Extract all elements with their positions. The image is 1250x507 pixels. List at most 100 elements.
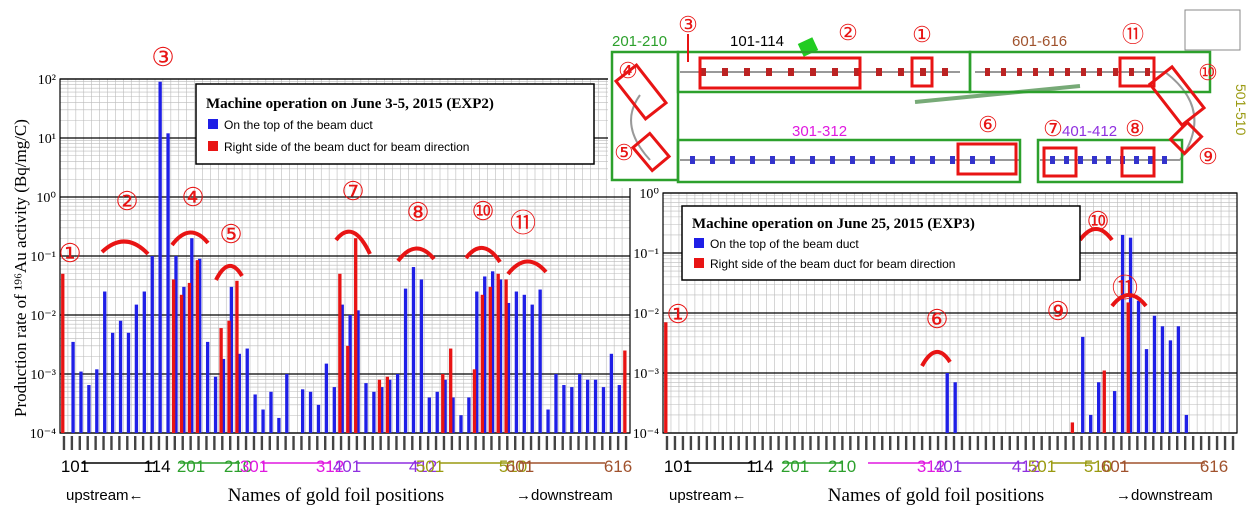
magnet [1148, 156, 1153, 164]
foil-tick-label [70, 436, 74, 450]
annotation-marker: ⑤ [219, 220, 242, 249]
foil-tick-label [721, 436, 724, 450]
foil-tick-label [221, 436, 224, 450]
x-axis-label-left: Names of gold foil positions [228, 485, 444, 506]
magnet [1049, 68, 1054, 76]
bar-top [79, 371, 83, 433]
bar-top [395, 374, 400, 433]
bar-top [110, 332, 115, 433]
bar-top [174, 256, 178, 433]
bar-top [1184, 414, 1189, 433]
foil-tick-label [229, 436, 232, 450]
group-label: 412 [1012, 457, 1040, 476]
bar-top [459, 415, 463, 433]
bar-top [953, 382, 957, 433]
foil-tick-label [952, 436, 956, 450]
magnet [832, 68, 838, 76]
foil-tick-label [213, 436, 216, 450]
bar-top [316, 404, 321, 433]
foil-tick-label [395, 436, 398, 450]
bar-top [570, 387, 574, 433]
annotation-marker: ⑧ [406, 198, 429, 227]
foil-tick-label [458, 436, 461, 450]
foil-tick-label [173, 436, 176, 450]
group-box [1036, 138, 1184, 184]
bar-top [213, 376, 218, 433]
inset-marker: ④ [618, 58, 638, 83]
magnet [810, 68, 816, 76]
bar-top [364, 383, 368, 433]
bar-top [285, 374, 289, 433]
bar-top [1089, 414, 1093, 433]
bar-top [475, 291, 479, 433]
inset-group-label: 201-210 [612, 33, 667, 50]
bar-top [1120, 234, 1125, 433]
foil-tick-label [1120, 436, 1123, 450]
red-highlight-box [1042, 146, 1078, 178]
legend-swatch-right [208, 141, 218, 151]
group-box [676, 138, 1022, 184]
magnet [810, 156, 815, 164]
foil-tick-label [62, 436, 66, 450]
bar-top [87, 385, 91, 433]
group-label: 601 [1101, 457, 1129, 476]
foil-tick-label [881, 436, 884, 450]
foil-tick-label [189, 436, 192, 450]
magnet [750, 156, 755, 164]
foil-tick-label [482, 436, 485, 450]
foil-tick-label [912, 436, 916, 450]
foil-tick-label [1144, 436, 1147, 450]
magnet [1017, 68, 1022, 76]
foil-tick-label [347, 436, 351, 450]
bar-top [71, 341, 75, 433]
foil-tick-label [545, 436, 549, 450]
magnet [850, 156, 855, 164]
bar-top [205, 341, 210, 433]
foil-tick-label [165, 436, 169, 450]
foil-tick-label [1160, 436, 1163, 450]
foil-tick-label [442, 436, 446, 450]
foil-tick-label [681, 436, 685, 450]
y-tick-label: 10⁻¹ [30, 250, 56, 265]
y-tick-label: 10⁻⁴ [30, 427, 56, 442]
bar-top [443, 379, 447, 433]
foil-tick-label [1183, 436, 1187, 450]
bar-right [346, 345, 350, 433]
foil-tick-label [1000, 436, 1004, 450]
inset-marker: ⑪ [1122, 22, 1144, 47]
magnet [942, 68, 948, 76]
bar-top [546, 409, 550, 433]
bar-top [253, 394, 257, 433]
bar-right [338, 273, 342, 433]
foil-tick-label [355, 436, 359, 450]
bar-top [593, 379, 598, 433]
legend-title: Machine operation on June 25, 2015 (EXP3… [692, 216, 975, 232]
group-label: 510 [1084, 457, 1112, 476]
group-label: 210 [828, 457, 856, 476]
bar-top [1136, 300, 1141, 433]
bar-top [578, 374, 582, 433]
foil-tick-label [244, 436, 248, 450]
foil-tick-label [849, 436, 852, 450]
foil-tick-label [817, 436, 820, 450]
bar-top [103, 291, 107, 433]
magnet [970, 156, 975, 164]
red-highlight-box [630, 131, 672, 173]
foil-tick-label [601, 436, 604, 450]
bar-right [664, 322, 668, 433]
bar-right [480, 294, 485, 433]
bar-right [227, 320, 231, 433]
magnet [710, 156, 715, 164]
annotation-arc [214, 264, 244, 281]
legend-title: Machine operation on June 3-5, 2015 (EXP… [206, 96, 494, 112]
foil-tick-label [1032, 436, 1035, 450]
bar-top [530, 304, 534, 433]
group-label: 401 [934, 457, 962, 476]
foil-tick-label [1104, 436, 1107, 450]
magnet [890, 156, 895, 164]
y-tick-label: 10⁻³ [30, 368, 56, 383]
bar-top [126, 332, 131, 433]
bar-top [483, 276, 487, 433]
magnet [1033, 68, 1038, 76]
